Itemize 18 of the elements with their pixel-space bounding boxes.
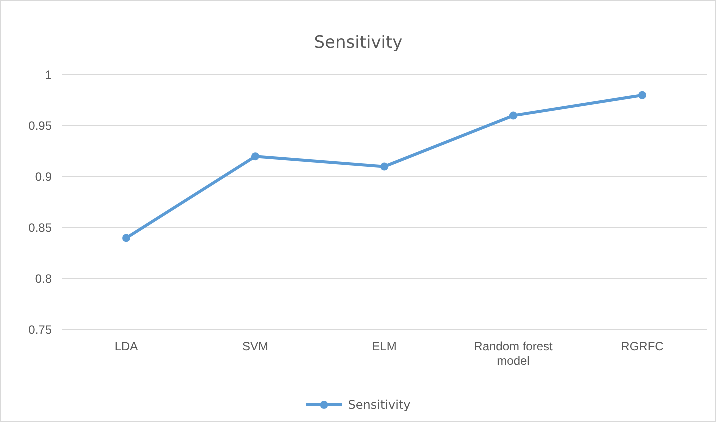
point <box>638 91 646 100</box>
chart-title: Sensitivity <box>314 33 403 53</box>
y-tick-label: 0.95 <box>28 118 52 133</box>
y-tick-label: 0.8 <box>35 272 52 286</box>
point <box>380 162 388 171</box>
x-tick-label: ELM <box>372 340 397 354</box>
legend-label: Sensitivity <box>348 398 411 412</box>
point <box>510 112 518 120</box>
point <box>122 234 130 242</box>
y-tick-label: 0.75 <box>28 322 52 337</box>
x-tick-label: LDA <box>114 340 138 354</box>
x-tick-label: Random forest model <box>474 340 554 368</box>
point <box>252 152 260 161</box>
y-tick-label: 0.85 <box>28 220 52 235</box>
x-tick-label: RGRFC <box>621 340 664 354</box>
y-tick-label: 0.9 <box>35 170 52 184</box>
y-tick-label: 1 <box>45 68 52 82</box>
x-tick-label: SVM <box>242 340 269 354</box>
